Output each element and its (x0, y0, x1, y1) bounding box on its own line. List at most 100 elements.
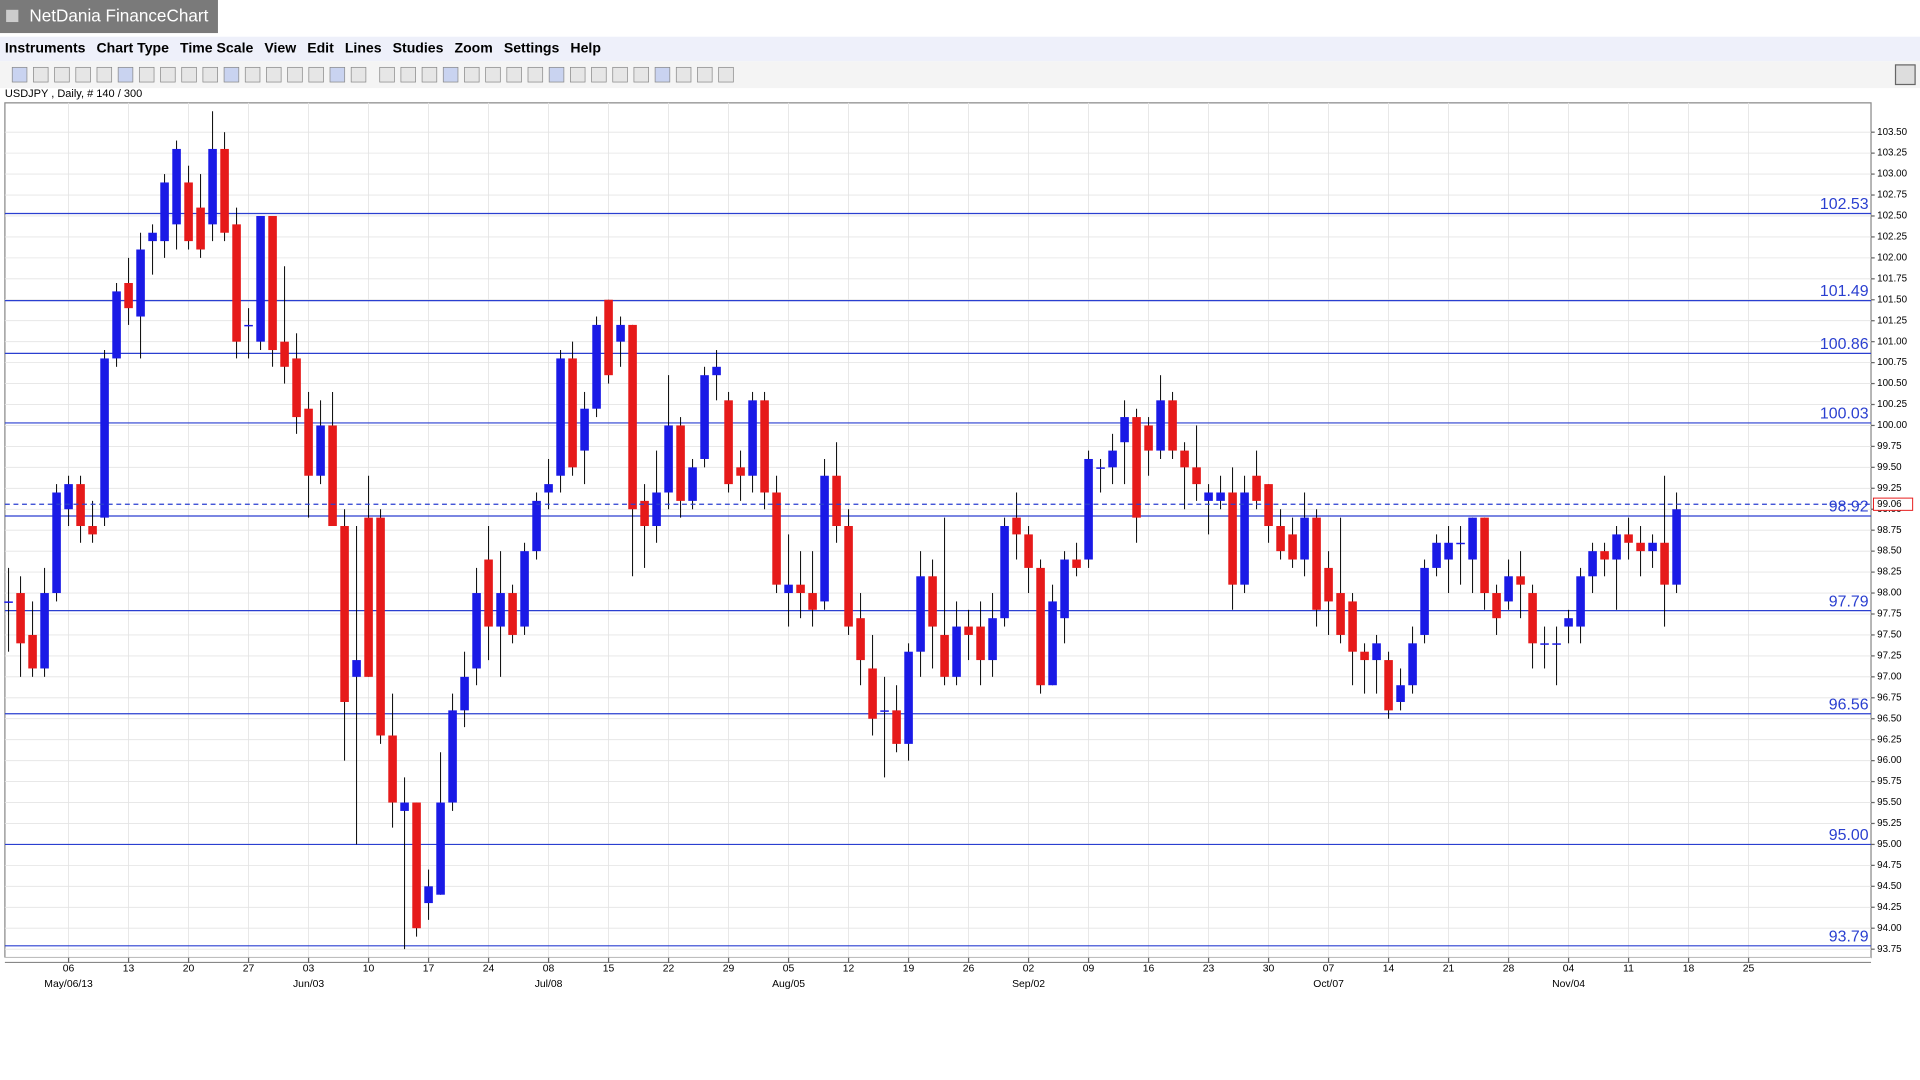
candle-body (1336, 593, 1345, 635)
window-title: NetDania FinanceChart (29, 6, 208, 26)
x-tick-label: 12 (843, 963, 855, 974)
candle-body (976, 626, 985, 661)
candle-body (820, 475, 829, 602)
toolbar-button[interactable] (421, 66, 438, 83)
menu-item[interactable]: View (264, 40, 296, 56)
candle-body (304, 408, 313, 476)
candle-body (412, 802, 421, 929)
y-tick-label: 95.75 (1877, 776, 1902, 787)
toolbar-button[interactable] (697, 66, 713, 83)
toolbar-button[interactable] (633, 66, 649, 83)
toolbar-button[interactable] (223, 66, 240, 83)
toolbar-button[interactable] (654, 66, 671, 83)
level-label: 97.79 (1829, 593, 1869, 610)
candle-body (76, 484, 85, 527)
toolbar-button[interactable] (75, 66, 91, 83)
month-label: Jun/03 (293, 979, 324, 990)
toolbar-button[interactable] (569, 66, 586, 83)
toolbar-button[interactable] (202, 66, 218, 83)
candle-body (628, 324, 637, 510)
candle-body (808, 593, 817, 610)
toolbar-button[interactable] (1894, 64, 1916, 86)
candle-body (64, 484, 73, 510)
candle-body (124, 283, 133, 309)
candle-body (844, 526, 853, 627)
candle-body (1000, 526, 1009, 619)
toolbar-button[interactable] (160, 66, 176, 83)
toolbar-button[interactable] (464, 66, 480, 83)
toolbar-button[interactable] (591, 66, 607, 83)
toolbar-button[interactable] (117, 66, 134, 83)
candle-body (88, 526, 97, 535)
toolbar-button[interactable] (181, 66, 197, 83)
candle-body (1192, 467, 1201, 485)
candle-body (364, 517, 373, 677)
candle-body (784, 584, 793, 594)
menu-item[interactable]: Lines (345, 40, 382, 56)
y-tick-label: 98.50 (1877, 546, 1902, 557)
toolbar-button[interactable] (400, 66, 416, 83)
toolbar-button[interactable] (612, 66, 628, 83)
toolbar-button[interactable] (718, 66, 734, 83)
toolbar-button[interactable] (96, 66, 113, 83)
toolbar-button[interactable] (506, 66, 522, 83)
x-tick-label: 04 (1563, 963, 1575, 974)
menu-item[interactable]: Instruments (5, 40, 86, 56)
toolbar-button[interactable] (138, 66, 155, 83)
candle-body (1444, 542, 1453, 560)
candle-body (652, 492, 661, 527)
title-area (0, 0, 1920, 37)
menu-item[interactable]: Chart Type (96, 40, 169, 56)
toolbar-button[interactable] (287, 66, 303, 83)
candle-body (232, 224, 241, 342)
x-tick-label: 26 (963, 963, 975, 974)
candle-body (1252, 475, 1261, 501)
toolbar-button[interactable] (442, 66, 459, 83)
candle-body (16, 593, 25, 644)
toolbar-button[interactable] (527, 66, 544, 83)
y-tick-label: 97.50 (1877, 630, 1902, 641)
candle-body (1204, 492, 1213, 501)
toolbar-button[interactable] (11, 66, 28, 83)
menu-item[interactable]: Zoom (454, 40, 492, 56)
candle-body (880, 710, 889, 712)
candle-body (1408, 643, 1417, 686)
toolbar-button[interactable] (350, 66, 367, 83)
toolbar-button[interactable] (244, 66, 261, 83)
x-tick-label: 25 (1743, 963, 1755, 974)
candle-body (1504, 576, 1513, 602)
menu-item[interactable]: Studies (393, 40, 444, 56)
menu-item[interactable]: Help (570, 40, 601, 56)
toolbar-button[interactable] (485, 66, 501, 83)
y-tick-label: 99.50 (1877, 462, 1902, 473)
toolbar-button[interactable] (675, 66, 692, 83)
toolbar-button[interactable] (548, 66, 565, 83)
level-label: 98.92 (1829, 499, 1869, 516)
menu-item[interactable]: Settings (504, 40, 560, 56)
candle-body (1588, 551, 1597, 577)
candle-body (868, 668, 877, 719)
candle-body (1612, 534, 1621, 560)
menu-item[interactable]: Edit (307, 40, 334, 56)
toolbar-button[interactable] (54, 66, 70, 83)
candle-body (1096, 467, 1105, 469)
toolbar-button[interactable] (329, 66, 346, 83)
x-tick-label: 03 (303, 963, 315, 974)
candle-body (1072, 559, 1081, 568)
candle-body (1108, 450, 1117, 468)
candle-body (328, 425, 337, 527)
x-tick-label: 30 (1263, 963, 1275, 974)
x-tick-label: 17 (423, 963, 435, 974)
menu-item[interactable]: Time Scale (180, 40, 253, 56)
toolbar-button[interactable] (308, 66, 324, 83)
candle-body (952, 626, 961, 677)
y-tick-label: 93.75 (1877, 944, 1902, 955)
candle-body (424, 886, 433, 904)
candle-body (508, 593, 517, 635)
toolbar-button[interactable] (266, 66, 282, 83)
toolbar-button[interactable] (33, 66, 49, 83)
y-tick-label: 100.00 (1877, 420, 1907, 431)
toolbar-button[interactable] (379, 66, 395, 83)
candle-body (256, 215, 265, 342)
candle-body (1456, 542, 1465, 545)
